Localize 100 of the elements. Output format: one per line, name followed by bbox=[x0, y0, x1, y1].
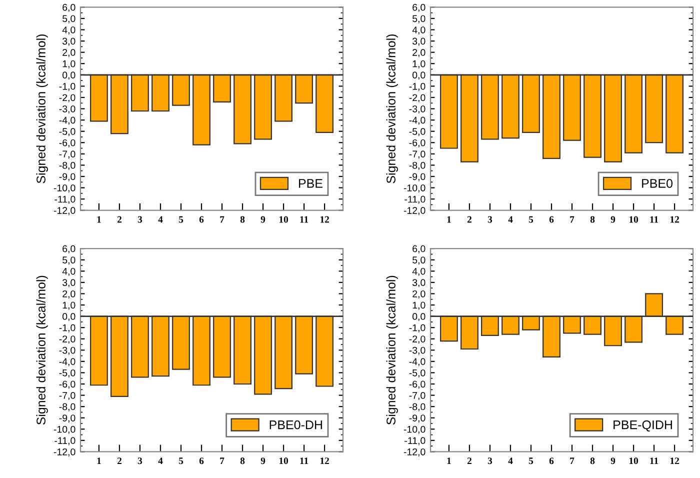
y-tick-label: 6,0 bbox=[62, 4, 76, 12]
x-tick-label: 6 bbox=[549, 216, 554, 223]
y-tick-label: -5,0 bbox=[409, 128, 426, 136]
x-tick-label: 8 bbox=[590, 458, 595, 464]
y-tick-label: -8,0 bbox=[59, 162, 76, 170]
y-tick-label: -9,0 bbox=[59, 173, 76, 182]
x-tick-label: 10 bbox=[279, 216, 288, 223]
y-tick-label: -1,0 bbox=[409, 324, 426, 332]
x-tick-label: 8 bbox=[590, 216, 595, 223]
x-tick-label: 8 bbox=[240, 216, 245, 223]
x-tick-label: 1 bbox=[97, 458, 101, 464]
x-tick-label: 9 bbox=[260, 458, 266, 464]
y-tick-label: -7,0 bbox=[59, 150, 76, 159]
y-tick-label: 1,0 bbox=[412, 302, 426, 310]
y-tick-label: -3,0 bbox=[409, 105, 426, 114]
y-tick-label: 6,0 bbox=[412, 4, 426, 12]
y-tick-label: 2,0 bbox=[62, 49, 76, 58]
y-tick-label: -6,0 bbox=[59, 380, 76, 389]
x-tick-label: 5 bbox=[178, 216, 184, 223]
y-tick-label: -2,0 bbox=[409, 336, 426, 344]
x-tick-label: 7 bbox=[220, 216, 224, 223]
y-tick-label: -8,0 bbox=[59, 403, 76, 412]
y-tick-label: -2,0 bbox=[59, 94, 76, 102]
y-tick-label: -11,0 bbox=[54, 196, 76, 204]
y-tick-label: -5,0 bbox=[409, 369, 426, 378]
y-axis-title: Signed deviation (kcal/mol) bbox=[36, 276, 48, 425]
x-tick-label: 11 bbox=[300, 216, 308, 223]
x-tick-label: 9 bbox=[260, 216, 266, 223]
y-tick-label: 3,0 bbox=[62, 38, 76, 46]
x-tick-label: 6 bbox=[199, 216, 204, 223]
x-tick-label: 10 bbox=[629, 216, 638, 223]
y-tick-label: -12,0 bbox=[404, 448, 426, 456]
y-tick-label: -7,0 bbox=[59, 392, 76, 400]
x-tick-label: 5 bbox=[528, 216, 534, 223]
y-tick-label: 5,0 bbox=[62, 256, 76, 265]
y-tick-label: -4,0 bbox=[59, 358, 76, 366]
legend-label: PBE0 bbox=[642, 179, 673, 188]
x-tick-label: 4 bbox=[158, 458, 163, 464]
x-tick-label: 9 bbox=[610, 216, 616, 223]
y-tick-label: -10,0 bbox=[54, 184, 76, 193]
y-tick-label: -12,0 bbox=[404, 207, 426, 216]
x-tick-label: 9 bbox=[610, 458, 616, 464]
y-tick-label: -12,0 bbox=[54, 207, 76, 216]
x-tick-label: 5 bbox=[178, 458, 184, 464]
y-tick-label: -4,0 bbox=[409, 358, 426, 366]
y-axis-title: Signed deviation (kcal/mol) bbox=[386, 34, 398, 184]
y-tick-label: -1,0 bbox=[59, 324, 76, 332]
x-tick-label: 12 bbox=[670, 458, 679, 464]
y-tick-label: 3,0 bbox=[412, 38, 426, 46]
y-tick-label: 4,0 bbox=[62, 268, 76, 276]
y-tick-label: 5,0 bbox=[412, 15, 426, 24]
y-axis-title: Signed deviation (kcal/mol) bbox=[386, 276, 398, 425]
y-tick-label: 0,0 bbox=[62, 313, 76, 322]
x-tick-label: 12 bbox=[320, 216, 329, 223]
y-tick-label: 6,0 bbox=[62, 245, 76, 254]
y-tick-label: 1,0 bbox=[62, 302, 76, 310]
y-tick-label: 2,0 bbox=[412, 49, 426, 58]
y-tick-label: -11,0 bbox=[54, 437, 76, 446]
y-tick-label: -6,0 bbox=[409, 139, 426, 148]
y-tick-label: -1,0 bbox=[409, 82, 426, 91]
x-tick-label: 4 bbox=[508, 216, 513, 223]
x-tick-label: 12 bbox=[670, 216, 679, 223]
y-tick-label: 1,0 bbox=[62, 60, 76, 68]
y-tick-label: 1,0 bbox=[412, 60, 426, 68]
y-tick-label: 6,0 bbox=[412, 245, 426, 254]
y-axis-title: Signed deviation (kcal/mol) bbox=[36, 34, 48, 184]
y-tick-label: -8,0 bbox=[409, 403, 426, 412]
y-tick-label: 0,0 bbox=[62, 72, 76, 80]
x-tick-label: 4 bbox=[508, 458, 513, 464]
y-tick-label: -2,0 bbox=[59, 336, 76, 344]
x-tick-label: 6 bbox=[549, 458, 554, 464]
x-tick-label: 7 bbox=[570, 458, 574, 464]
y-tick-label: -9,0 bbox=[409, 173, 426, 182]
legend-label: PBE0-DH bbox=[270, 420, 322, 430]
y-tick-label: -3,0 bbox=[59, 105, 76, 114]
x-tick-label: 12 bbox=[320, 458, 329, 464]
y-tick-label: 2,0 bbox=[412, 290, 426, 298]
x-tick-label: 4 bbox=[158, 216, 163, 223]
y-tick-label: -1,0 bbox=[59, 82, 76, 91]
y-tick-label: -5,0 bbox=[59, 369, 76, 378]
x-tick-label: 2 bbox=[117, 458, 122, 464]
x-tick-label: 2 bbox=[467, 458, 472, 464]
x-tick-label: 3 bbox=[488, 216, 492, 223]
x-tick-label: 7 bbox=[220, 458, 224, 464]
y-tick-label: -10,0 bbox=[404, 184, 426, 193]
y-tick-label: -7,0 bbox=[409, 150, 426, 159]
y-tick-label: -4,0 bbox=[409, 116, 426, 125]
y-tick-label: -5,0 bbox=[59, 128, 76, 136]
x-tick-label: 1 bbox=[97, 216, 101, 223]
x-tick-label: 8 bbox=[240, 458, 245, 464]
y-tick-label: 0,0 bbox=[412, 313, 426, 322]
y-tick-label: -10,0 bbox=[404, 426, 426, 434]
x-tick-label: 11 bbox=[300, 458, 308, 464]
x-tick-label: 10 bbox=[629, 458, 638, 464]
y-tick-label: -11,0 bbox=[404, 196, 426, 204]
x-tick-label: 7 bbox=[570, 216, 574, 223]
legend-label: PBE-QIDH bbox=[614, 420, 672, 432]
y-tick-label: 0,0 bbox=[412, 72, 426, 80]
x-tick-label: 1 bbox=[447, 458, 451, 464]
y-tick-label: 4,0 bbox=[62, 26, 76, 35]
